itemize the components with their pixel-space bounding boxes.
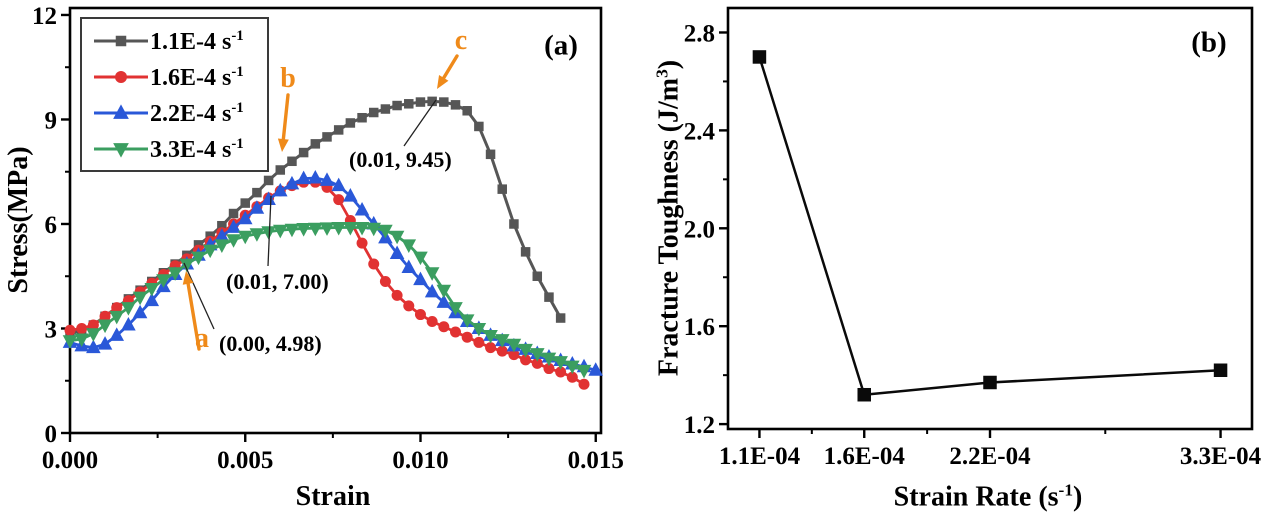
- annotation-leader-line: [403, 99, 437, 147]
- annotation-coord-b: (0.01, 7.00): [226, 269, 329, 294]
- y-tick-label: 2.4: [684, 118, 716, 145]
- b-y-title-close: ): [653, 59, 685, 70]
- b-y-title-text: Fracture Toughness (J/m: [653, 77, 685, 377]
- y-tick-label: 1.2: [684, 412, 715, 439]
- x-tick-label: 0.000: [42, 447, 98, 474]
- legend-triangle-down-marker-icon: [94, 143, 148, 158]
- legend: 1.1E-4 s-1 1.6E-4 s-1 2.2E-4 s-1 3.3E-4 …: [80, 17, 269, 172]
- y-tick-label: 1.6: [684, 314, 715, 341]
- y-tick-label: 9: [45, 107, 58, 134]
- b-x-title-sup: -1: [1058, 480, 1074, 500]
- y-tick-label: 12: [32, 3, 57, 30]
- annotation-letter-b: b: [280, 63, 296, 94]
- b-y-axis-title: Fracture Toughness (J/m3): [652, 60, 685, 376]
- legend-item: 1.1E-4 s-1: [82, 23, 267, 59]
- legend-item: 3.3E-4 s-1: [82, 131, 267, 167]
- b-y-title-sup: 3: [652, 69, 672, 78]
- annotation-leader-line: [183, 262, 215, 330]
- series-markers: [62, 222, 592, 379]
- legend-label: 3.3E-4 s-1: [150, 135, 244, 163]
- annotation-letter-c: c: [454, 25, 468, 56]
- legend-item: 1.6E-4 s-1: [82, 59, 267, 95]
- panel-a-frame: [68, 6, 603, 435]
- panel-b-plot: 1.1E-04 1.6E-04 2.2E-04 3.3E-04 1.2 1.6 2.0 2.4…: [684, 6, 1262, 470]
- b-x-axis-title: Strain Rate (s-1): [894, 480, 1083, 513]
- y-tick-label: 0: [45, 421, 58, 448]
- annotation-letter-a: a: [195, 323, 209, 354]
- series-line: [758, 56, 1221, 396]
- annotation-leader-line: [267, 195, 272, 267]
- legend-circle-marker-icon: [94, 71, 148, 83]
- y-tick-label: 3: [45, 316, 58, 343]
- y-tick-label: 6: [45, 212, 58, 239]
- legend-triangle-up-marker-icon: [94, 104, 148, 119]
- panel-b-frame: [726, 6, 1254, 431]
- y-tick-label: 2.0: [684, 216, 715, 243]
- legend-label: 2.2E-4 s-1: [150, 99, 244, 127]
- b-x-title-close: ): [1073, 481, 1083, 513]
- y-tick-label: 2.8: [684, 20, 715, 47]
- annotation-coord-c: (0.01, 9.45): [349, 147, 452, 172]
- annotation-coord-a: (0.00, 4.98): [219, 331, 322, 356]
- legend-item: 2.2E-4 s-1: [82, 95, 267, 131]
- x-tick-label: 1.1E-04: [719, 443, 801, 470]
- x-tick-label: 0.015: [568, 447, 624, 474]
- x-tick-label: 3.3E-04: [1180, 443, 1262, 470]
- legend-label: 1.6E-4 s-1: [150, 63, 244, 91]
- annotations: [182, 54, 459, 351]
- a-x-axis-title: Strain: [295, 481, 371, 512]
- panel-a-plot: 0.000 0.005 0.010 0.015 0 3 6 9 12: [32, 3, 624, 474]
- x-tick-label: 0.005: [217, 447, 273, 474]
- x-tick-label: 1.6E-04: [824, 443, 906, 470]
- legend-label: 1.1E-4 s-1: [150, 27, 244, 55]
- x-tick-label: 2.2E-04: [949, 443, 1031, 470]
- x-tick-label: 0.010: [392, 447, 448, 474]
- panel-b-label: (b): [1191, 26, 1227, 59]
- b-x-title-text: Strain Rate (s: [893, 481, 1059, 513]
- legend-square-marker-icon: [94, 35, 148, 47]
- panel-a-label: (a): [544, 29, 578, 62]
- a-y-axis-title: Stress(MPa): [3, 146, 34, 294]
- series-markers: [752, 50, 1228, 402]
